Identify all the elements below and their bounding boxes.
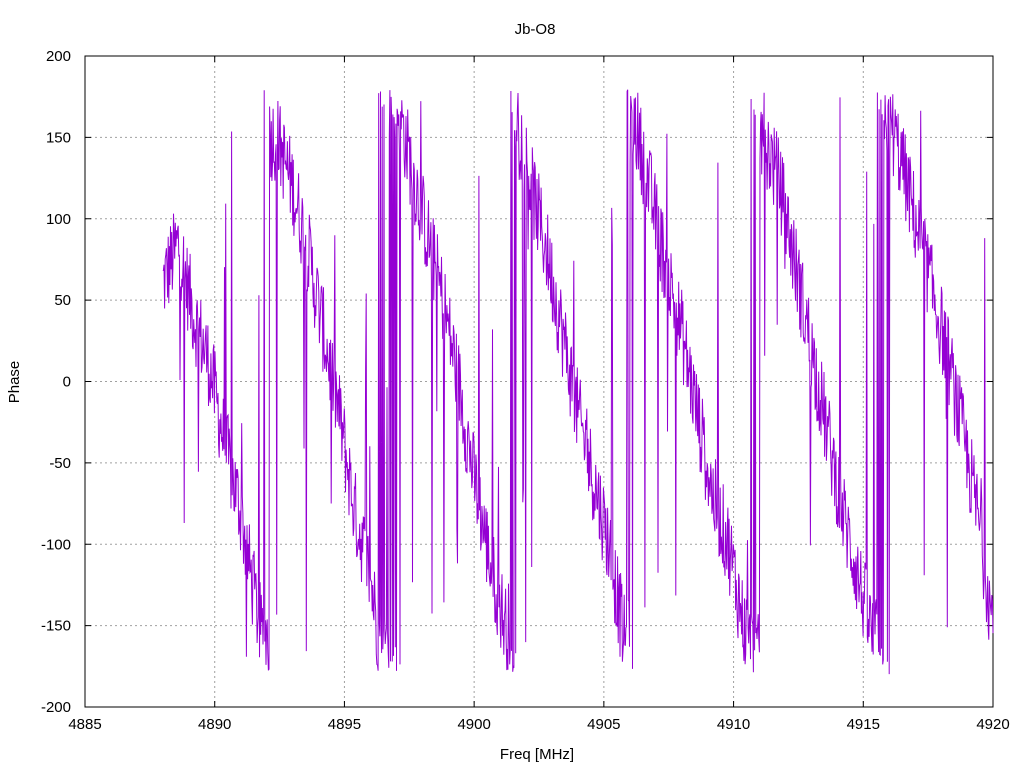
- x-tick-label: 4900: [457, 716, 490, 733]
- x-tick-label: 4890: [198, 716, 231, 733]
- chart-title: Jb-O8: [515, 21, 556, 38]
- y-tick-label: 200: [46, 48, 71, 65]
- phase-series-line: [162, 89, 994, 675]
- y-tick-label: 150: [46, 129, 71, 146]
- series-layer: [162, 89, 994, 675]
- y-tick-label: 50: [54, 292, 71, 309]
- x-tick-label: 4910: [717, 716, 750, 733]
- x-tick-label: 4915: [847, 716, 880, 733]
- y-tick-label: -150: [41, 618, 71, 635]
- y-tick-label: 100: [46, 211, 71, 228]
- x-tick-label: 4920: [976, 716, 1009, 733]
- axis-ticks: 4885 4890 4895 4900 4905 4910 4915 4920 -200 -150…: [41, 48, 1010, 733]
- grid-lines: [85, 56, 993, 707]
- x-tick-label: 4905: [587, 716, 620, 733]
- x-tick-label: 4885: [68, 716, 101, 733]
- y-tick-label: -100: [41, 536, 71, 553]
- y-tick-label: -50: [49, 455, 71, 472]
- y-tick-label: -200: [41, 699, 71, 716]
- x-axis-label: Freq [MHz]: [500, 746, 574, 763]
- y-axis-label: Phase: [6, 361, 23, 404]
- y-tick-label: 0: [63, 374, 71, 391]
- x-tick-label: 4895: [328, 716, 361, 733]
